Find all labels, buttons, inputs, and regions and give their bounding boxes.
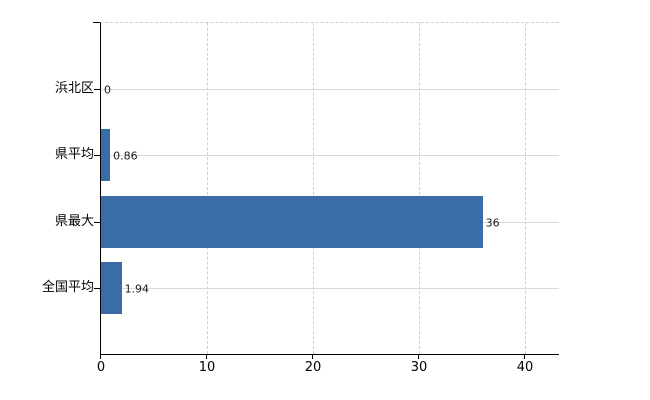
y-axis-tick: [94, 89, 101, 91]
y-axis-tick: [94, 221, 101, 223]
x-tick-label: 40: [516, 360, 534, 375]
vertical-gridline: [207, 23, 209, 354]
bar: [101, 195, 483, 248]
horizontal-gridline: [101, 155, 559, 157]
x-axis-tick: [418, 354, 420, 359]
bar: [101, 129, 111, 182]
category-label: 県平均: [54, 147, 94, 163]
bar-value-label: 0.86: [113, 149, 138, 163]
category-label: 浜北区: [54, 81, 94, 97]
x-tick-label: 30: [410, 360, 428, 375]
horizontal-gridline: [101, 287, 559, 289]
x-tick-label: 10: [198, 360, 216, 375]
x-axis-tick: [100, 354, 101, 359]
y-axis-tick: [93, 22, 100, 23]
x-tick-label: 20: [304, 360, 322, 375]
bar: [101, 261, 122, 314]
horizontal-gridline: [101, 89, 559, 91]
x-axis-tick: [206, 354, 208, 359]
x-tick-label: 0: [96, 360, 106, 375]
vertical-gridline: [313, 23, 315, 354]
category-label: 全国平均: [41, 279, 94, 295]
vertical-gridline: [419, 23, 421, 354]
y-axis-tick: [94, 287, 101, 289]
bar-value-label: 0: [104, 83, 111, 97]
x-axis-tick: [524, 354, 526, 359]
bar-value-label: 36: [485, 216, 500, 230]
plot-area: 0 0.86 36 1.94: [94, 22, 559, 355]
vertical-gridline: [525, 23, 527, 354]
x-axis-tick: [312, 354, 314, 359]
y-axis-tick: [94, 155, 101, 157]
category-label: 県最大: [54, 213, 94, 229]
bar-value-label: 1.94: [124, 282, 150, 296]
